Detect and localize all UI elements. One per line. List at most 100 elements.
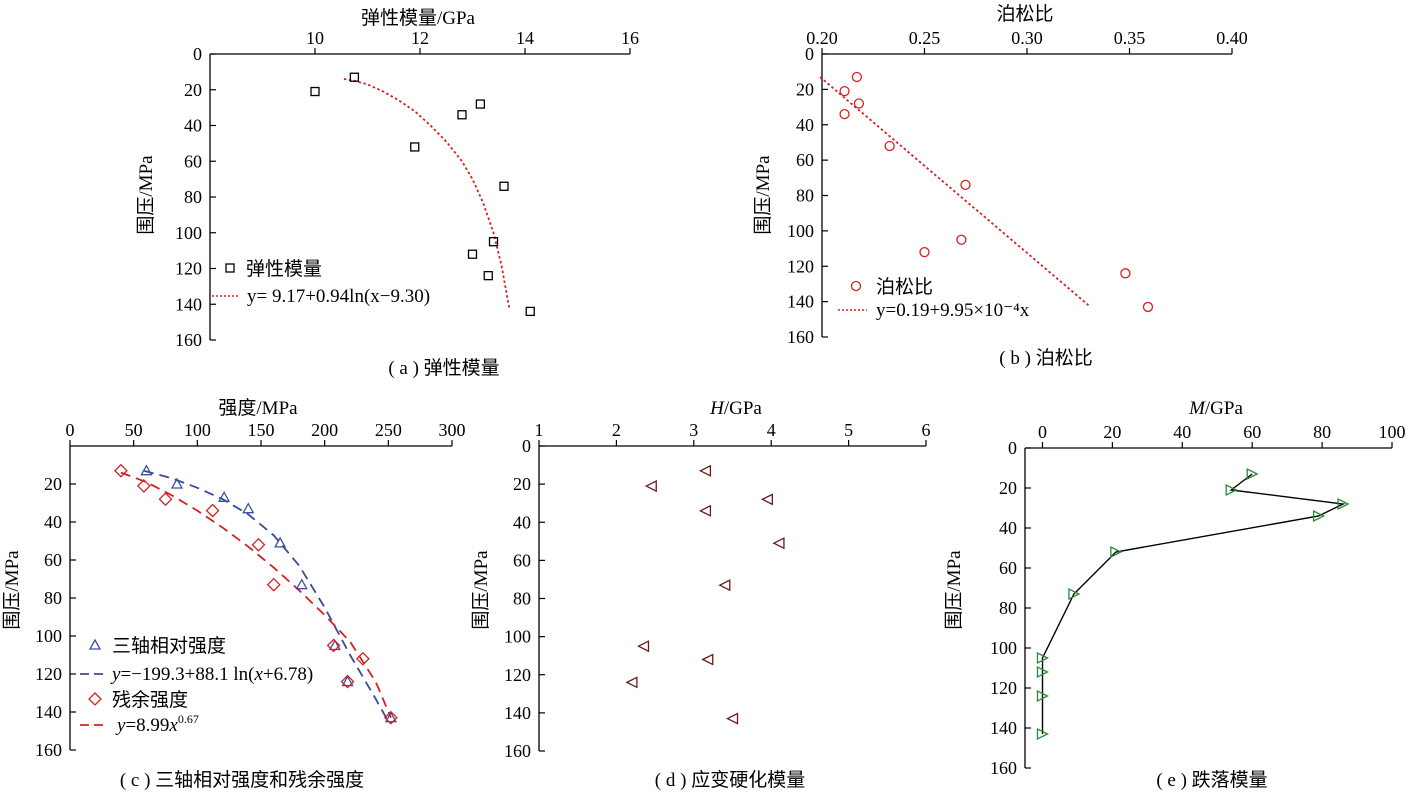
y-tick-label: 60 xyxy=(796,150,814,170)
panel-c-strength: 强度/MPa 围压/MPa ( c ) 三轴相对强度和残余强度 三轴相对强度 y… xyxy=(2,397,466,791)
data-point-series-1 xyxy=(170,477,184,489)
legend-fit1-label: y=−199.3+88.1 ln(x+6.78) xyxy=(110,664,313,685)
data-point-series-1 xyxy=(1036,665,1049,679)
data-point-series-1 xyxy=(851,71,862,83)
data-point-series-1 xyxy=(884,140,895,152)
x-tick-label: 0 xyxy=(66,420,75,440)
y-tick-label: 80 xyxy=(796,186,814,206)
y-tick-label: 80 xyxy=(999,598,1017,618)
y-tick-label: 60 xyxy=(999,558,1017,578)
data-point-series-1 xyxy=(1246,467,1259,481)
y-tick-label: 160 xyxy=(35,740,62,760)
legend-series1-label: 三轴相对强度 xyxy=(112,635,226,657)
y-tick-label: 40 xyxy=(184,116,202,136)
y-tick-label: 80 xyxy=(513,589,531,609)
data-point-series-2 xyxy=(251,537,266,552)
data-point-series-1 xyxy=(273,536,287,548)
x-tick-label: 10 xyxy=(306,28,324,48)
panel-e-xlabel: M/GPa xyxy=(1188,398,1243,419)
y-tick-label: 120 xyxy=(990,678,1017,698)
data-point-series-1 xyxy=(475,99,486,109)
data-point-series-1 xyxy=(499,181,509,191)
fit-curve-1 xyxy=(143,469,390,722)
y-tick-label: 20 xyxy=(796,79,814,99)
x-tick-label: 150 xyxy=(248,420,275,440)
data-point-series-1 xyxy=(637,640,650,653)
x-tick-label: 1 xyxy=(535,420,544,440)
panel-a-legend: 弹性模量 y= 9.17+0.94ln(x−9.30) xyxy=(212,258,430,307)
data-point-series-2 xyxy=(205,503,220,518)
x-tick-label: 0.20 xyxy=(806,28,838,48)
y-tick-label: 40 xyxy=(796,115,814,135)
y-tick-label: 140 xyxy=(35,702,62,722)
x-tick-label: 100 xyxy=(1379,422,1406,442)
legend-fit2-label: y=8.99x0.67 xyxy=(115,712,199,736)
data-point-series-1 xyxy=(467,249,478,259)
y-tick-label: 0 xyxy=(1008,438,1017,458)
panel-e-plot: 0 20 40 60 80 100 0 20 40 60 80 100 120 140 160 xyxy=(990,422,1406,778)
panel-d-caption: ( d ) 应变硬化模量 xyxy=(655,769,805,791)
x-tick-label: 0.35 xyxy=(1114,28,1146,48)
fit-curve-1 xyxy=(343,78,511,308)
panel-c-xlabel: 强度/MPa xyxy=(218,397,298,419)
data-point-series-1 xyxy=(919,246,930,258)
panel-e-ylabel: 围压/MPa xyxy=(944,550,965,630)
data-point-series-1 xyxy=(960,179,971,191)
y-tick-label: 100 xyxy=(35,626,62,646)
y-tick-label: 100 xyxy=(787,221,814,241)
y-tick-label: 120 xyxy=(175,259,202,279)
panel-b-legend: 泊松比 y=0.19+9.95×10⁻⁴x xyxy=(838,276,1030,321)
data-point-series-2 xyxy=(158,492,173,507)
panel-a-xlabel: 弹性模量/GPa xyxy=(361,7,476,29)
panel-b-caption: ( b ) 泊松比 xyxy=(999,347,1092,369)
legend-series2-label: 残余强度 xyxy=(112,689,188,711)
x-tick-label: 250 xyxy=(375,420,402,440)
x-tick-label: 20 xyxy=(1103,422,1121,442)
x-tick-label: 60 xyxy=(1243,422,1261,442)
data-point-series-1 xyxy=(1225,483,1238,497)
x-tick-label: 4 xyxy=(767,420,776,440)
y-tick-label: 120 xyxy=(35,664,62,684)
data-point-series-1 xyxy=(349,72,360,82)
data-point-series-2 xyxy=(355,651,370,666)
panel-d-ylabel: 围压/MPa xyxy=(471,550,492,630)
x-tick-label: 40 xyxy=(1173,422,1191,442)
data-point-series-1 xyxy=(410,142,420,152)
y-tick-label: 120 xyxy=(504,665,531,685)
x-tick-label: 50 xyxy=(125,420,143,440)
panel-e-drop-modulus: M/GPa 围压/MPa ( e ) 跌落模量 0 20 40 60 80 100 0 20 4… xyxy=(944,398,1406,791)
panel-a-ylabel: 围压/MPa xyxy=(136,155,157,235)
y-tick-label: 100 xyxy=(990,638,1017,658)
data-point-series-1 xyxy=(242,502,255,514)
data-point-series-1 xyxy=(698,464,712,477)
x-tick-label: 0.40 xyxy=(1216,28,1248,48)
data-point-series-1 xyxy=(1312,509,1326,523)
y-tick-label: 100 xyxy=(504,627,531,647)
panel-b-ylabel: 围压/MPa xyxy=(753,155,774,235)
x-tick-label: 0.30 xyxy=(1011,28,1043,48)
panel-a-caption: ( a ) 弹性模量 xyxy=(388,357,499,379)
x-tick-label: 16 xyxy=(621,28,639,48)
x-tick-label: 100 xyxy=(184,420,211,440)
data-point-series-2 xyxy=(326,638,341,653)
data-point-series-1 xyxy=(1142,301,1154,313)
panel-b-xlabel: 泊松比 xyxy=(996,3,1053,25)
y-tick-label: 160 xyxy=(504,741,531,761)
y-tick-label: 0 xyxy=(193,44,202,64)
legend-series-label: 泊松比 xyxy=(876,276,933,298)
panel-b-plot: 0.20 0.25 0.30 0.35 0.40 0 20 40 60 80 100 120 140 16… xyxy=(787,28,1248,347)
y-tick-label: 0 xyxy=(805,44,814,64)
data-point-series-2 xyxy=(114,463,128,478)
y-tick-label: 160 xyxy=(787,327,814,347)
y-tick-label: 140 xyxy=(990,718,1017,738)
y-tick-label: 120 xyxy=(787,256,814,276)
data-point-series-1 xyxy=(625,676,638,689)
y-tick-label: 20 xyxy=(999,478,1017,498)
y-tick-label: 60 xyxy=(44,550,62,570)
panel-c-ylabel: 围压/MPa xyxy=(2,550,23,630)
legend-fit-label: y=0.19+9.95×10⁻⁴x xyxy=(876,300,1030,321)
data-point-series-2 xyxy=(383,710,398,725)
data-point-series-1 xyxy=(384,711,397,723)
